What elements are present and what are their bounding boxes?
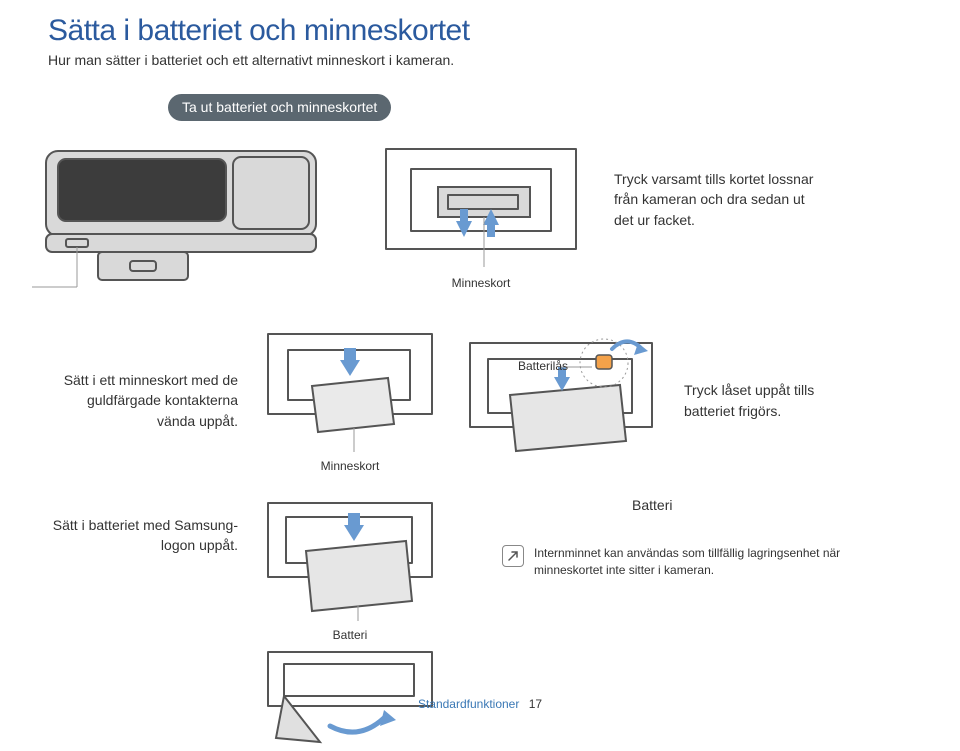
figure-device-open	[28, 139, 348, 294]
eject-instruction: Tryck varsamt tills kortet lossnar från …	[614, 169, 824, 230]
battery-label-top: Batteri	[632, 497, 672, 513]
note-text: Internminnet kan användas som tillfällig…	[534, 545, 874, 579]
insert-card-label: Minneskort	[260, 459, 440, 473]
footer-page-number: 17	[529, 697, 542, 711]
page-title: Sätta i batteriet och minneskortet	[48, 14, 912, 48]
note-icon	[502, 545, 524, 567]
note-box: Internminnet kan användas som tillfällig…	[502, 545, 882, 579]
battery-lock-label: Batterilås	[518, 359, 568, 373]
figure-insert-battery: Batteri	[260, 497, 440, 642]
insert-card-text: Sätt i ett minneskort med de guldfärgade…	[48, 370, 238, 431]
insert-battery-text: Sätt i batteriet med Samsung-logon uppåt…	[48, 515, 238, 556]
insert-battery-label: Batteri	[260, 628, 440, 642]
figure-insert-card: Minneskort	[260, 328, 440, 473]
figure-card-eject: Minneskort	[376, 139, 586, 290]
figure-battery-lock: Batterilås	[462, 333, 662, 468]
battery-lock-text: Tryck låset uppåt tills batteriet frigör…	[684, 380, 844, 421]
page-subtitle: Hur man sätter i batteriet och ett alter…	[48, 52, 912, 68]
page-footer: Standardfunktioner 17	[0, 697, 960, 711]
footer-section: Standardfunktioner	[418, 697, 519, 711]
section-pill: Ta ut batteriet och minneskortet	[168, 94, 391, 121]
